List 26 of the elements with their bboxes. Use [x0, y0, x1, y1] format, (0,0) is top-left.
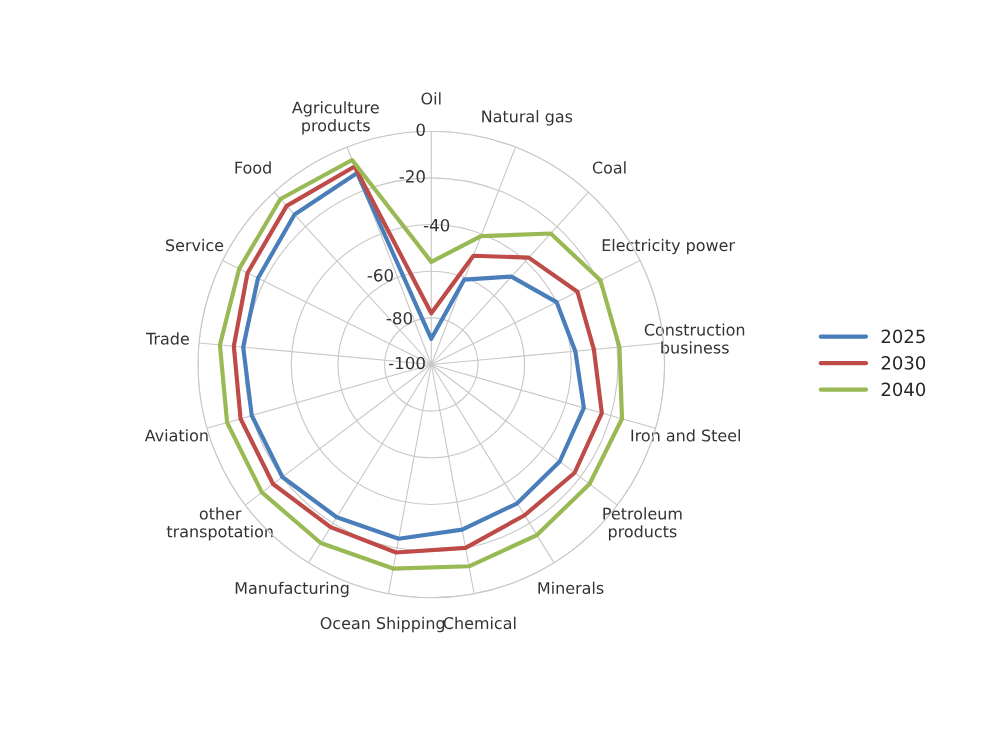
spoke-label: Petroleum products: [603, 507, 682, 541]
spoke-label: Oil: [421, 92, 441, 105]
spoke-label: Chemical: [443, 616, 516, 630]
legend-label: 2030: [881, 356, 926, 370]
y-tick-label: -40: [423, 218, 450, 232]
y-tick-label: -100: [388, 356, 425, 370]
spoke-label: Agriculture products: [291, 101, 379, 135]
spoke-label: Electricity power: [602, 238, 735, 255]
spoke-label: Natural gas: [482, 110, 573, 126]
spoke-label: other transpotation: [166, 507, 273, 541]
spoke-label: Coal: [592, 161, 626, 174]
legend-label: 2025: [881, 329, 925, 344]
y-tick-label: -20: [399, 170, 425, 183]
spoke-label: Manufacturing: [235, 581, 349, 598]
spoke-label: Service: [166, 238, 224, 252]
y-tick-label: 0: [416, 123, 425, 137]
y-tick-label: -60: [367, 269, 393, 282]
spoke-label: Iron and Steel: [631, 429, 740, 442]
legend-label: 2040: [881, 382, 926, 397]
spoke-label: Food: [235, 161, 271, 174]
y-tick-label: -80: [386, 311, 413, 325]
spoke-label: Minerals: [538, 581, 604, 595]
spoke-label: Trade: [145, 332, 189, 345]
spoke-label: Ocean Shipping: [320, 616, 445, 633]
spoke-label: Aviation: [144, 429, 208, 442]
spoke-label: Construction business: [644, 323, 745, 354]
